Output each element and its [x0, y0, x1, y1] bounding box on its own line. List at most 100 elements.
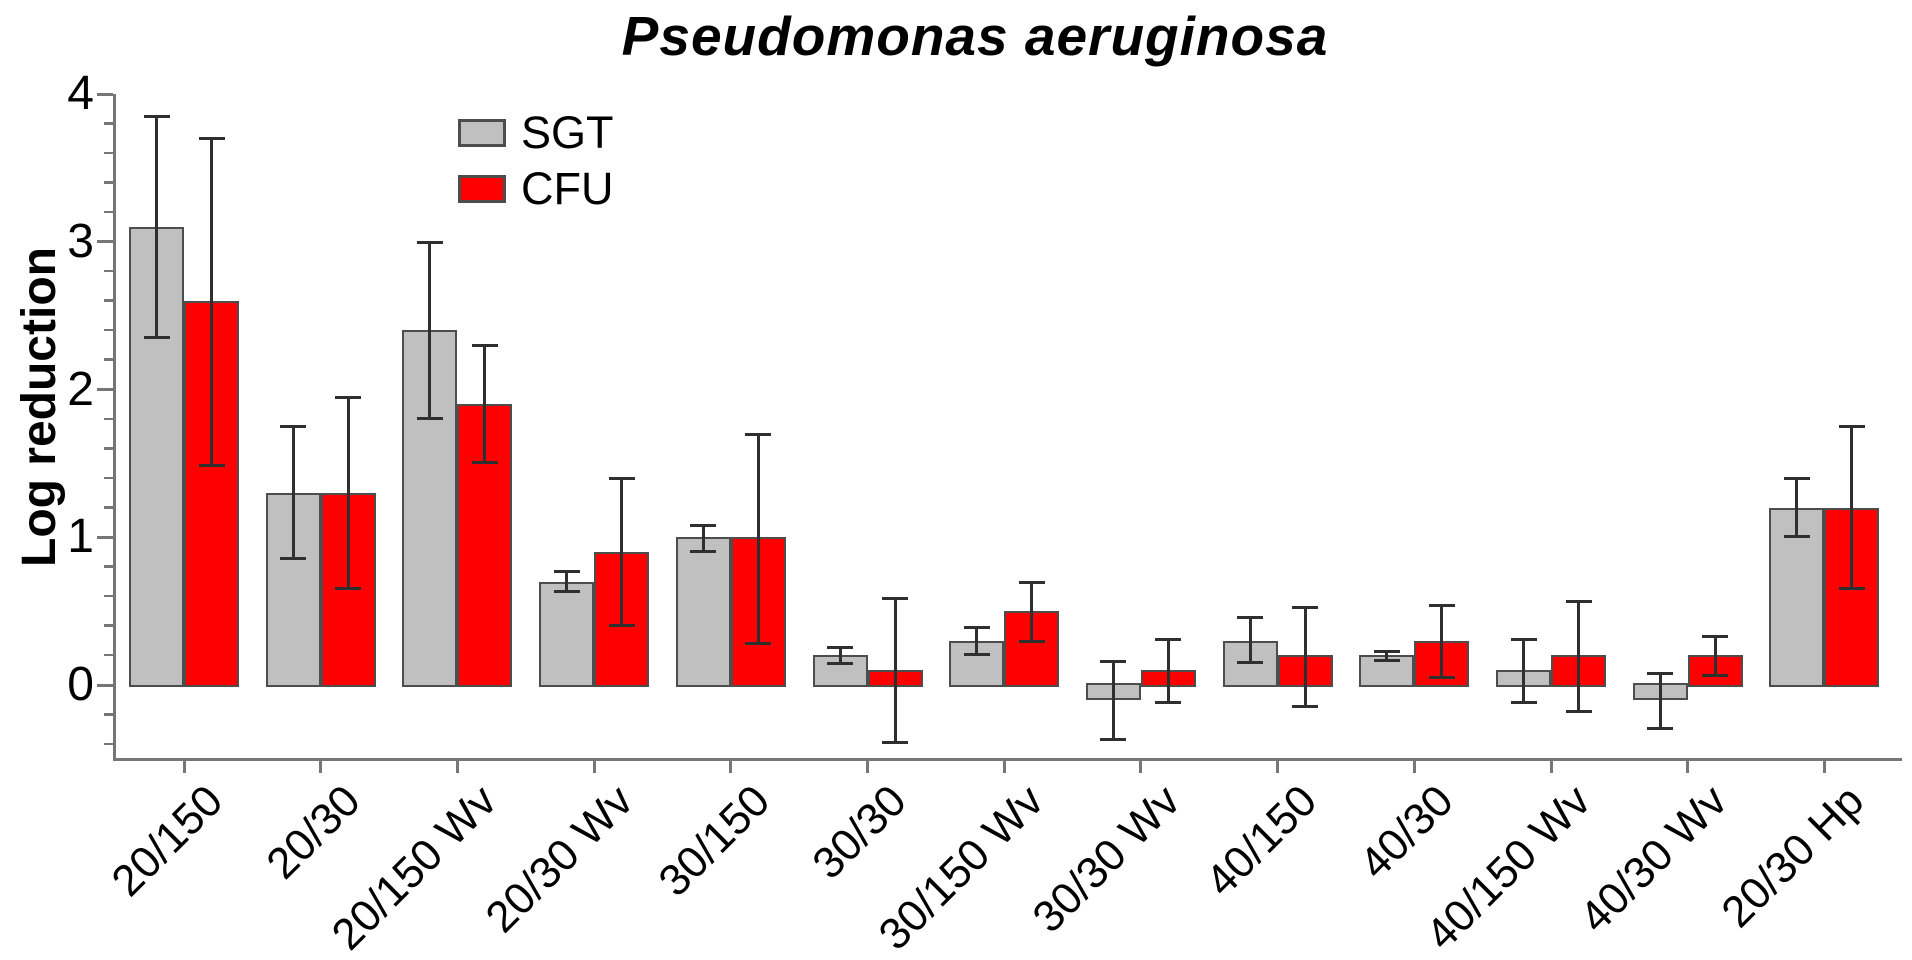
x-tick-20-150 [182, 760, 186, 773]
errorcap-top-sgt-20-30-wv [553, 570, 580, 574]
y-major-tick-1 [97, 535, 113, 539]
errorbar-cfu-40-150 [1303, 606, 1307, 708]
errorbar-sgt-20-30 [291, 426, 295, 560]
errorcap-top-sgt-20-30 [280, 425, 307, 429]
errorcap-top-sgt-40-30 [1373, 650, 1400, 654]
y-major-tick-4 [97, 92, 113, 96]
errorcap-top-cfu-30-30 [882, 596, 908, 600]
errorcap-bottom-cfu-30-150-wv [1018, 640, 1045, 644]
y-major-tick-2 [97, 388, 113, 391]
x-tick-20-150-wv [455, 760, 459, 773]
errorcap-bottom-cfu-20-30-wv [608, 623, 635, 627]
y-minor-tick [104, 476, 113, 480]
x-tick-40-150-wv [1549, 760, 1553, 773]
bar-sgt-30-150 [675, 537, 731, 687]
errorcap-bottom-sgt-20-150 [143, 335, 170, 339]
x-tick-label-20-30-hp: 20/30 Hp [1712, 776, 1874, 937]
x-axis [113, 758, 1902, 761]
errorcap-top-sgt-20-150 [143, 115, 170, 119]
errorcap-bottom-cfu-40-150 [1292, 705, 1319, 709]
errorcap-bottom-cfu-30-30-wv [1155, 700, 1182, 704]
errorbar-cfu-40-150-wv [1577, 600, 1580, 712]
x-tick-label-30-30: 30/30 [803, 776, 917, 889]
x-tick-40-30 [1412, 760, 1416, 773]
x-tick-40-30-wv [1686, 760, 1690, 773]
errorcap-bottom-sgt-30-150 [690, 550, 717, 554]
x-tick-20-30-wv [592, 760, 596, 773]
errorcap-top-cfu-40-30-wv [1702, 635, 1729, 639]
legend-swatch-cfu [458, 175, 506, 203]
errorbar-cfu-20-150-wv [483, 345, 487, 464]
x-tick-label-20-30: 20/30 [256, 776, 370, 889]
bar-sgt-30-30 [812, 655, 868, 687]
y-minor-tick [104, 417, 113, 421]
errorcap-bottom-sgt-20-30-wv [553, 589, 580, 593]
y-minor-tick [104, 181, 113, 184]
errorcap-bottom-sgt-30-30 [827, 662, 853, 666]
y-minor-tick [104, 565, 113, 568]
errorcap-top-sgt-20-150-wv [416, 240, 443, 244]
x-tick-30-30 [866, 760, 869, 773]
errorcap-top-cfu-20-150 [198, 137, 225, 141]
x-tick-label-40-30-wv: 40/30 Wv [1570, 776, 1737, 943]
legend-label-cfu: CFU [521, 163, 614, 214]
errorcap-bottom-cfu-40-150-wv [1565, 709, 1592, 713]
errorcap-top-sgt-40-30-wv [1647, 672, 1674, 676]
x-tick-label-40-150: 40/150 [1196, 776, 1327, 906]
legend-item-sgt: SGT [458, 108, 614, 158]
errorbar-sgt-40-30-wv [1658, 673, 1662, 730]
errorbar-sgt-20-30-hp [1795, 478, 1799, 538]
y-axis [113, 94, 116, 760]
y-minor-tick [104, 742, 113, 746]
bar-cfu-20-30-hp [1824, 507, 1880, 687]
errorbar-cfu-30-30-wv [1166, 639, 1170, 703]
y-tick-label-1: 1 [67, 510, 94, 564]
y-tick-label-2: 2 [67, 362, 94, 416]
y-minor-tick [104, 713, 113, 716]
y-minor-tick [104, 624, 113, 627]
errorcap-bottom-cfu-20-150 [198, 464, 225, 468]
errorcap-top-cfu-40-150 [1292, 605, 1319, 609]
y-minor-tick [104, 210, 113, 214]
x-tick-label-30-150: 30/150 [649, 776, 780, 906]
errorcap-top-cfu-20-30 [335, 395, 362, 399]
errorbar-cfu-20-150 [210, 138, 213, 467]
legend-label-sgt: SGT [521, 107, 614, 158]
x-tick-label-20-150: 20/150 [102, 776, 233, 906]
errorbar-cfu-40-30-wv [1713, 636, 1717, 677]
errorcap-bottom-sgt-30-150-wv [963, 653, 990, 657]
legend-swatch-sgt [458, 119, 506, 147]
errorcap-top-sgt-40-150-wv [1510, 638, 1537, 642]
y-minor-tick [104, 151, 113, 155]
errorcap-top-sgt-40-150 [1237, 616, 1264, 620]
errorbar-cfu-20-30 [346, 396, 350, 589]
legend: SGT CFU [458, 108, 614, 220]
errorcap-bottom-sgt-20-150-wv [416, 417, 443, 421]
errorbar-cfu-20-30-hp [1850, 426, 1854, 589]
errorbar-sgt-30-150 [701, 525, 705, 553]
x-tick-label-40-30: 40/30 [1350, 776, 1463, 889]
y-minor-tick [104, 653, 113, 657]
errorcap-bottom-cfu-30-150 [745, 641, 772, 645]
y-minor-tick [104, 122, 113, 125]
errorcap-bottom-cfu-20-30-hp [1838, 586, 1865, 590]
errorcap-top-cfu-20-150-wv [471, 344, 498, 348]
errorcap-top-cfu-40-150-wv [1565, 599, 1592, 603]
errorcap-bottom-cfu-40-30-wv [1702, 674, 1729, 678]
errorbar-sgt-40-150-wv [1522, 639, 1525, 703]
y-tick-label-3: 3 [67, 214, 94, 268]
x-tick-40-150 [1276, 760, 1280, 773]
errorcap-top-cfu-20-30-wv [608, 477, 635, 481]
errorcap-top-cfu-30-150-wv [1018, 580, 1045, 584]
x-tick-30-30-wv [1139, 760, 1143, 773]
errorbar-sgt-20-150 [155, 116, 158, 338]
errorbar-cfu-30-150 [756, 433, 760, 644]
y-minor-tick [104, 594, 113, 598]
errorbar-cfu-40-30 [1440, 605, 1444, 678]
errorcap-bottom-sgt-40-30-wv [1647, 727, 1674, 731]
x-tick-30-150-wv [1002, 760, 1006, 773]
x-tick-20-30-hp [1822, 760, 1826, 773]
errorbar-sgt-30-30 [838, 646, 842, 665]
errorcap-bottom-sgt-20-30-hp [1783, 535, 1810, 539]
